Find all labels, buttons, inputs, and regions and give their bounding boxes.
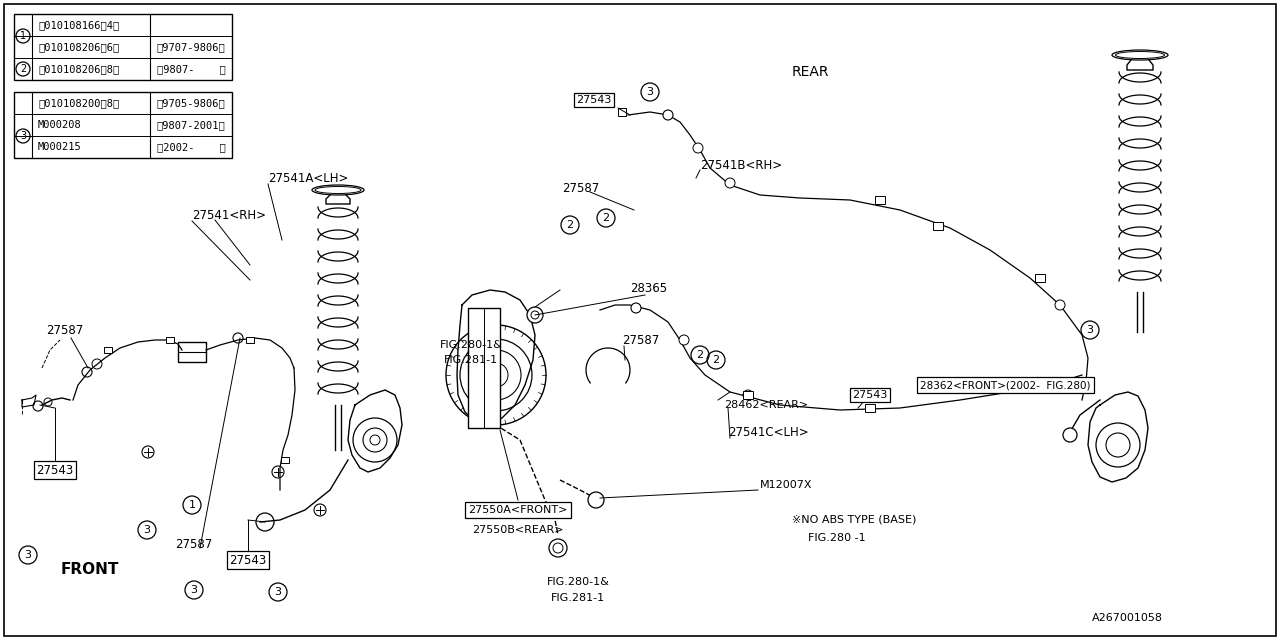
Text: M000215: M000215 bbox=[38, 142, 82, 152]
Text: 28362<FRONT>(2002-  FIG.280): 28362<FRONT>(2002- FIG.280) bbox=[920, 380, 1091, 390]
Circle shape bbox=[1055, 300, 1065, 310]
Text: （9705-9806）: （9705-9806） bbox=[156, 98, 225, 108]
Text: 2: 2 bbox=[603, 213, 609, 223]
Text: 3: 3 bbox=[1087, 325, 1093, 335]
Bar bbox=[468, 308, 500, 428]
Text: FIG.281-1: FIG.281-1 bbox=[444, 355, 498, 365]
Text: Ⓑ010108166（4）: Ⓑ010108166（4） bbox=[38, 20, 119, 30]
Text: FIG.280 -1: FIG.280 -1 bbox=[808, 533, 865, 543]
Text: 27587: 27587 bbox=[562, 182, 599, 195]
Bar bbox=[1036, 274, 1044, 282]
Text: 2: 2 bbox=[713, 355, 719, 365]
Circle shape bbox=[370, 435, 380, 445]
Text: 28462<REAR>: 28462<REAR> bbox=[724, 400, 808, 410]
Bar bbox=[865, 404, 876, 412]
Text: ）2002-    ）: ）2002- ） bbox=[156, 142, 225, 152]
Text: 3: 3 bbox=[191, 585, 197, 595]
Text: Ⓑ010108206（8）: Ⓑ010108206（8） bbox=[38, 64, 119, 74]
Text: Ⓑ010108206（6）: Ⓑ010108206（6） bbox=[38, 42, 119, 52]
Text: （9807-2001）: （9807-2001） bbox=[156, 120, 225, 130]
Text: 3: 3 bbox=[143, 525, 151, 535]
Text: A267001058: A267001058 bbox=[1092, 613, 1164, 623]
Bar bbox=[14, 14, 232, 80]
Text: FRONT: FRONT bbox=[61, 563, 119, 577]
Bar bbox=[104, 347, 113, 353]
Circle shape bbox=[1062, 428, 1076, 442]
Circle shape bbox=[631, 303, 641, 313]
Text: FIG.280-1&: FIG.280-1& bbox=[547, 577, 609, 587]
Bar bbox=[178, 342, 206, 362]
Bar bbox=[618, 108, 626, 116]
Text: 3: 3 bbox=[646, 87, 654, 97]
Bar bbox=[166, 337, 174, 343]
Bar bbox=[282, 457, 289, 463]
Text: M000208: M000208 bbox=[38, 120, 82, 130]
Text: 27587: 27587 bbox=[175, 538, 212, 552]
Circle shape bbox=[588, 492, 604, 508]
Text: 1: 1 bbox=[20, 31, 26, 41]
Circle shape bbox=[724, 178, 735, 188]
Text: REAR: REAR bbox=[792, 65, 829, 79]
Text: 27550B<REAR>: 27550B<REAR> bbox=[472, 525, 563, 535]
Text: 27543: 27543 bbox=[229, 554, 266, 566]
Bar bbox=[742, 391, 753, 399]
Bar bbox=[246, 337, 253, 343]
Text: 2: 2 bbox=[696, 350, 704, 360]
Text: 27541<RH>: 27541<RH> bbox=[192, 209, 266, 221]
Bar bbox=[14, 92, 232, 158]
Ellipse shape bbox=[312, 185, 364, 195]
Text: 3: 3 bbox=[20, 131, 26, 141]
Text: 28365: 28365 bbox=[630, 282, 667, 294]
Ellipse shape bbox=[1112, 50, 1169, 60]
Text: FIG.280-1&: FIG.280-1& bbox=[440, 340, 503, 350]
Text: 27587: 27587 bbox=[46, 323, 83, 337]
Text: ※NO ABS TYPE (BASE): ※NO ABS TYPE (BASE) bbox=[792, 515, 916, 525]
Circle shape bbox=[692, 143, 703, 153]
Circle shape bbox=[663, 110, 673, 120]
Text: 28362<FRONT>(2002-  FIG.280): 28362<FRONT>(2002- FIG.280) bbox=[920, 380, 1091, 390]
Text: （9707-9806）: （9707-9806） bbox=[156, 42, 225, 52]
Text: 2: 2 bbox=[20, 64, 26, 74]
Text: 27543: 27543 bbox=[576, 95, 612, 105]
Text: 27587: 27587 bbox=[622, 333, 659, 346]
Circle shape bbox=[527, 307, 543, 323]
Text: 27543: 27543 bbox=[852, 390, 888, 400]
Text: （9807-    ）: （9807- ） bbox=[156, 64, 225, 74]
Text: M12007X: M12007X bbox=[760, 480, 813, 490]
Bar bbox=[876, 196, 884, 204]
Bar bbox=[933, 222, 943, 230]
Text: 3: 3 bbox=[24, 550, 32, 560]
Text: 27543: 27543 bbox=[36, 463, 74, 477]
Text: 27541B<RH>: 27541B<RH> bbox=[700, 159, 782, 172]
Text: 27550A<FRONT>: 27550A<FRONT> bbox=[468, 505, 568, 515]
Text: 27541C<LH>: 27541C<LH> bbox=[728, 426, 809, 438]
Text: 2: 2 bbox=[567, 220, 573, 230]
Text: 3: 3 bbox=[274, 587, 282, 597]
Circle shape bbox=[678, 335, 689, 345]
Circle shape bbox=[549, 539, 567, 557]
Text: Ⓑ010108200（8）: Ⓑ010108200（8） bbox=[38, 98, 119, 108]
Text: FIG.281-1: FIG.281-1 bbox=[550, 593, 605, 603]
Circle shape bbox=[742, 390, 753, 400]
Text: 1: 1 bbox=[188, 500, 196, 510]
Text: 27541A<LH>: 27541A<LH> bbox=[268, 172, 348, 184]
